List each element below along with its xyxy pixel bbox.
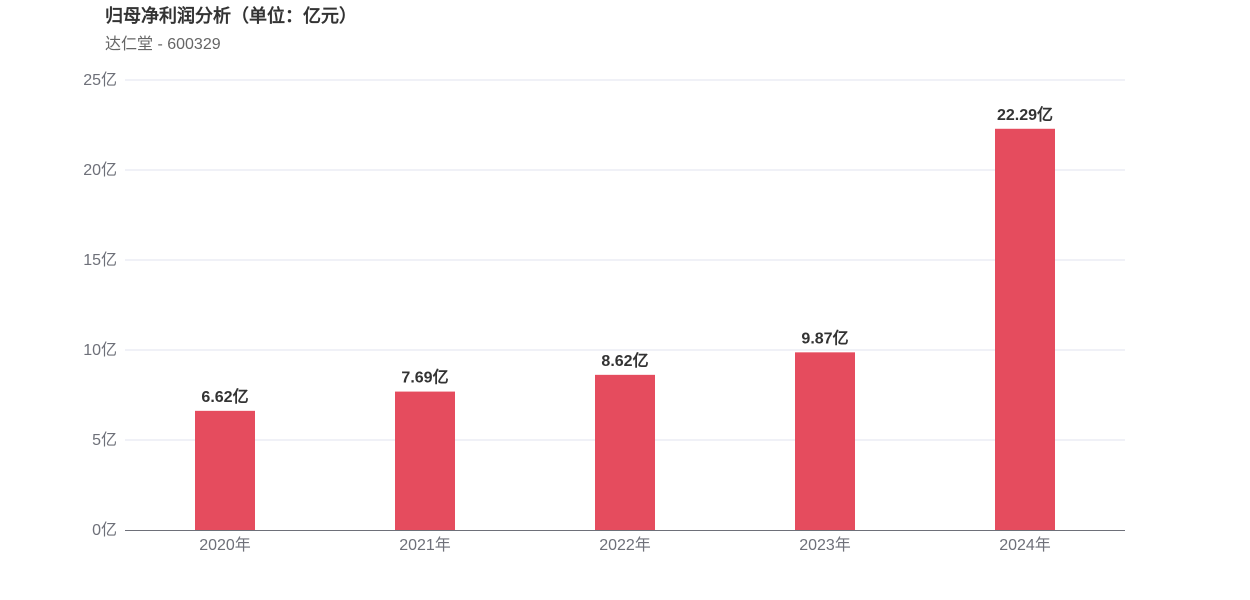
bar [795,352,855,530]
x-tick-label: 2020年 [199,536,251,554]
y-tick-label: 20亿 [83,161,117,179]
bar [595,374,655,530]
y-tick-label: 10亿 [83,341,117,359]
bar [395,391,455,530]
x-tick-label: 2023年 [799,536,851,554]
y-tick-label: 0亿 [92,521,117,539]
bar [195,410,255,530]
data-label: 6.62亿 [201,387,248,406]
data-label: 9.87亿 [801,328,848,347]
y-tick-label: 15亿 [83,251,117,269]
chart-title: 归母净利润分析（单位：亿元） [105,6,357,26]
y-tick-label: 25亿 [83,71,117,89]
bar [995,128,1055,530]
x-tick-label: 2021年 [399,536,451,554]
y-tick-label: 5亿 [92,431,117,449]
chart-subtitle: 达仁堂 - 600329 [105,36,221,53]
data-label: 7.69亿 [401,368,448,387]
x-tick-label: 2022年 [599,536,651,554]
x-tick-label: 2024年 [999,536,1051,554]
data-label: 22.29亿 [997,105,1053,124]
data-label: 8.62亿 [601,351,648,370]
